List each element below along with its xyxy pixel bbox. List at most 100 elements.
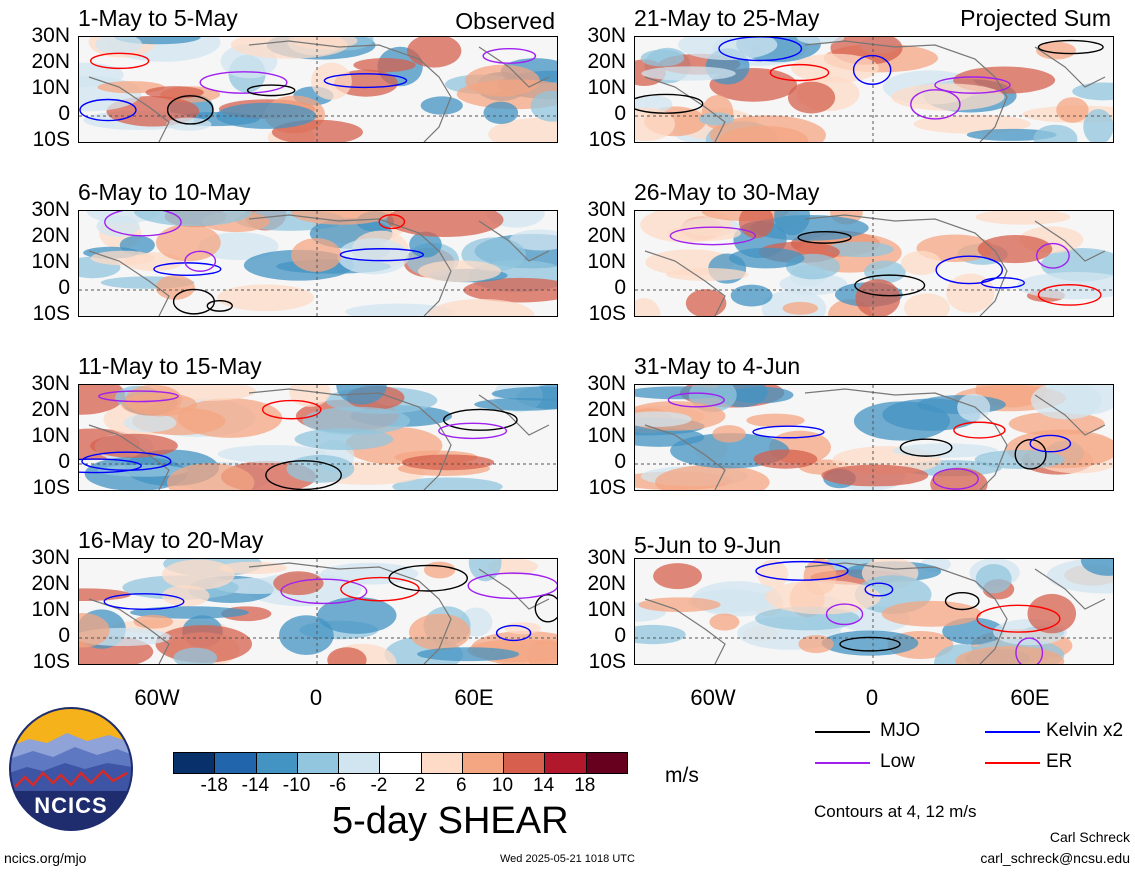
- colorbar-swatch: [255, 753, 297, 773]
- map-panel-left-1: [78, 36, 558, 143]
- legend-label-low: Low: [880, 751, 915, 772]
- y-tick-right-row4-2: 10N: [587, 598, 626, 621]
- projected-label: Projected Sum: [960, 5, 1111, 31]
- panel-title-right-2: 26-May to 30-May: [634, 179, 820, 205]
- colorbar-swatch: [214, 753, 256, 773]
- y-tick-left-row1-3: 0: [58, 102, 70, 125]
- y-tick-left-row4-3: 0: [58, 624, 70, 647]
- x-tick-right-60e: 60E: [1010, 685, 1050, 710]
- x-tick-right-60w: 60W: [690, 685, 736, 710]
- colorbar-label: 14: [533, 775, 555, 796]
- timestamp: Wed 2025-05-21 1018 UTC: [500, 853, 635, 865]
- legend-label-er: ER: [1046, 751, 1073, 772]
- y-tick-right-row2-4: 10S: [588, 302, 626, 325]
- colorbar-label: -10: [282, 775, 311, 796]
- shear-field: [79, 211, 557, 316]
- colorbar-swatch: [544, 753, 586, 773]
- map-panel-left-2: [78, 210, 558, 317]
- x-tick-left-0: 0: [309, 685, 323, 710]
- y-tick-right-row3-4: 10S: [588, 476, 626, 499]
- colorbar-swatch: [338, 753, 380, 773]
- colorbar-label: -6: [329, 775, 347, 796]
- y-tick-right-row1-2: 10N: [587, 76, 626, 99]
- y-tick-left-row2-4: 10S: [32, 302, 70, 325]
- y-tick-left-row4-0: 30N: [31, 546, 70, 569]
- map-panel-right-3: [634, 384, 1114, 491]
- ncics-logo[interactable]: NCICS: [9, 707, 133, 831]
- y-tick-right-row2-3: 0: [614, 276, 626, 299]
- main-title: 5-day SHEAR: [332, 800, 569, 842]
- y-tick-left-row1-0: 30N: [31, 24, 70, 47]
- y-tick-right-row3-3: 0: [614, 450, 626, 473]
- y-tick-left-row3-3: 0: [58, 450, 70, 473]
- legend-line-er: [985, 762, 1040, 764]
- colorbar: [173, 752, 628, 774]
- site-link[interactable]: ncics.org/mjo: [4, 850, 87, 866]
- shear-field: [635, 37, 1113, 142]
- legend-line-low: [815, 762, 870, 764]
- y-tick-right-row4-3: 0: [614, 624, 626, 647]
- y-tick-right-row1-3: 0: [614, 102, 626, 125]
- shear-field: [635, 211, 1113, 316]
- y-tick-left-row2-0: 30N: [31, 198, 70, 221]
- colorbar-swatch: [420, 753, 462, 773]
- panel-title-right-3: 31-May to 4-Jun: [634, 353, 801, 379]
- colorbar-swatch: [296, 753, 339, 773]
- x-tick-right-0: 0: [865, 685, 879, 710]
- y-tick-left-row2-2: 10N: [31, 250, 70, 273]
- colorbar-label: -18: [200, 775, 228, 796]
- y-tick-right-row4-0: 30N: [587, 546, 626, 569]
- panel-title-left-3: 11-May to 15-May: [78, 353, 262, 379]
- y-tick-right-row4-4: 10S: [588, 650, 626, 673]
- y-tick-left-row3-4: 10S: [32, 476, 70, 499]
- y-tick-left-row2-1: 20N: [31, 224, 70, 247]
- shear-field: [79, 37, 557, 142]
- shear-field: [79, 385, 557, 490]
- panel-title-left-2: 6-May to 10-May: [78, 179, 251, 205]
- y-tick-left-row3-1: 20N: [31, 398, 70, 421]
- colorbar-swatch: [461, 753, 504, 773]
- y-tick-left-row4-2: 10N: [31, 598, 70, 621]
- legend-label-kelvin: Kelvin x2: [1046, 720, 1124, 741]
- colorbar-swatch: [174, 753, 215, 773]
- author-name: Carl Schreck: [1049, 829, 1130, 845]
- legend-label-mjo: MJO: [880, 720, 921, 741]
- colorbar-label: 18: [574, 775, 596, 796]
- y-tick-right-row3-1: 20N: [587, 398, 626, 421]
- colorbar-label: -14: [241, 775, 270, 796]
- y-tick-right-row1-0: 30N: [587, 24, 626, 47]
- colorbar-label: 2: [414, 775, 426, 796]
- y-tick-right-row1-1: 20N: [587, 50, 626, 73]
- y-tick-left-row2-3: 0: [58, 276, 70, 299]
- y-tick-right-row2-2: 10N: [587, 250, 626, 273]
- map-panel-right-4: [634, 558, 1114, 665]
- y-tick-left-row1-4: 10S: [32, 128, 70, 151]
- y-tick-right-row2-1: 20N: [587, 224, 626, 247]
- map-panel-right-1: [634, 36, 1114, 143]
- panel-title-left-4: 16-May to 20-May: [78, 527, 264, 553]
- colorbar-label: -2: [370, 775, 388, 796]
- y-tick-left-row4-1: 20N: [31, 572, 70, 595]
- y-tick-left-row1-1: 20N: [31, 50, 70, 73]
- author-email[interactable]: carl_schreck@ncsu.edu: [980, 850, 1130, 866]
- legend-line-kelvin: [985, 731, 1040, 733]
- y-tick-left-row1-2: 10N: [31, 76, 70, 99]
- colorbar-label: 6: [455, 775, 467, 796]
- map-panel-left-3: [78, 384, 558, 491]
- y-tick-right-row3-0: 30N: [587, 372, 626, 395]
- y-tick-left-row3-0: 30N: [31, 372, 70, 395]
- y-tick-right-row3-2: 10N: [587, 424, 626, 447]
- map-panel-right-2: [634, 210, 1114, 317]
- panel-title-right-4: 5-Jun to 9-Jun: [634, 532, 782, 558]
- y-tick-left-row4-4: 10S: [32, 650, 70, 673]
- y-tick-right-row4-1: 20N: [587, 572, 626, 595]
- panel-title-right-1: 21-May to 25-May: [634, 5, 820, 31]
- units-label: m/s: [665, 764, 699, 787]
- y-tick-right-row2-0: 30N: [587, 198, 626, 221]
- panel-title-left-1: 1-May to 5-May: [78, 5, 238, 31]
- legend-line-mjo: [815, 731, 870, 733]
- map-panel-left-4: [78, 558, 558, 665]
- logo-text: NCICS: [34, 793, 108, 818]
- colorbar-swatch: [585, 753, 627, 773]
- contours-note: Contours at 4, 12 m/s: [814, 802, 977, 821]
